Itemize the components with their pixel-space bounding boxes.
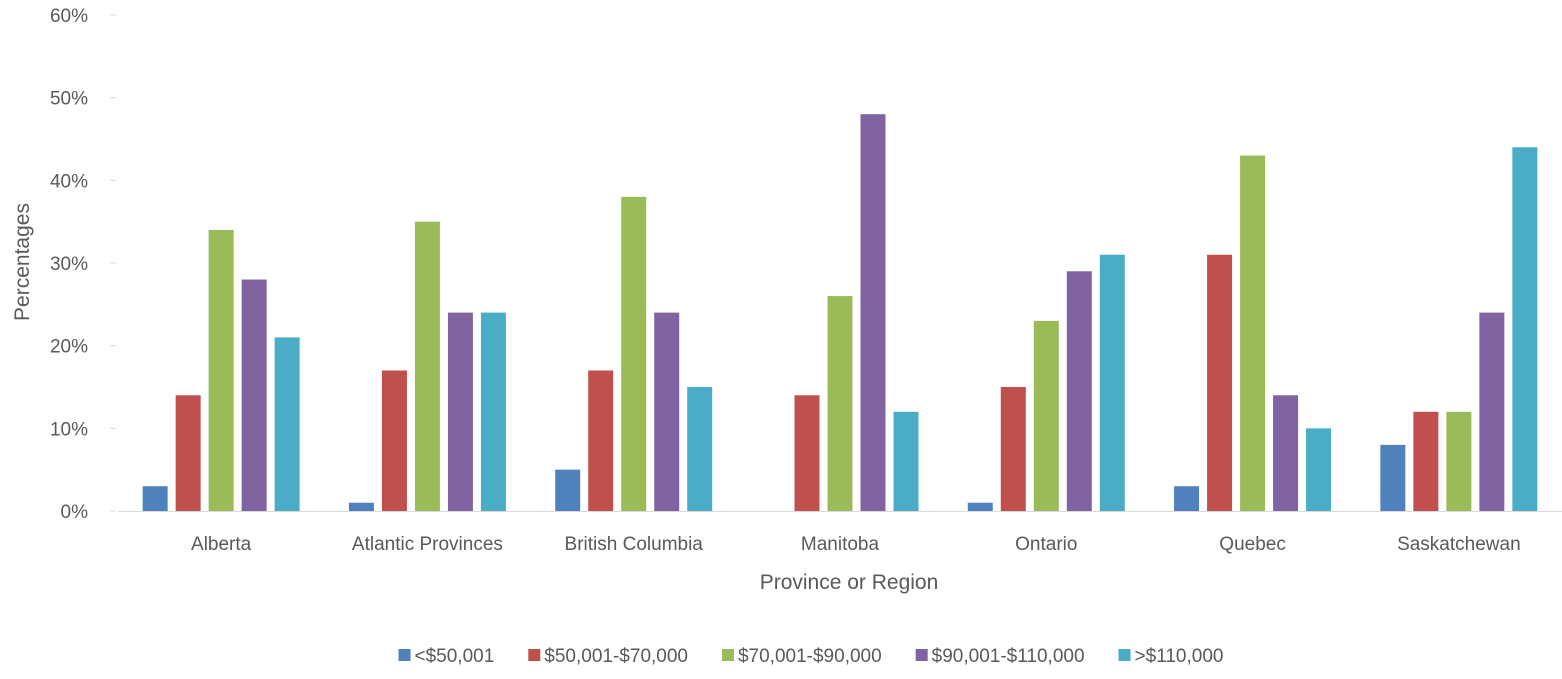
- x-tick-label: Ontario: [1015, 534, 1077, 555]
- y-tick-label: 20%: [50, 337, 88, 358]
- x-tick-label: Manitoba: [801, 534, 880, 555]
- bar: [687, 387, 713, 511]
- bars-group: [142, 114, 1538, 512]
- bar: [175, 395, 201, 511]
- legend-item: $70,001-$90,000: [721, 646, 882, 667]
- bar: [381, 370, 407, 511]
- legend-item: $90,001-$110,000: [915, 646, 1085, 667]
- bar: [1512, 147, 1538, 511]
- bar: [1207, 254, 1233, 511]
- bar: [1174, 486, 1200, 511]
- bar: [1099, 254, 1125, 511]
- bar: [208, 229, 234, 511]
- x-tick-label: Alberta: [191, 534, 252, 555]
- bar: [414, 221, 440, 511]
- bar: [142, 486, 168, 511]
- bar: [794, 395, 820, 511]
- bar: [1479, 312, 1505, 511]
- legend-swatch: [1118, 649, 1131, 661]
- bar: [1066, 271, 1092, 511]
- bar: [555, 469, 581, 511]
- y-tick-label: 10%: [50, 419, 88, 440]
- bar: [1240, 155, 1266, 512]
- y-tick-label: 30%: [50, 254, 88, 275]
- bar: [447, 312, 473, 511]
- legend-label: $50,001-$70,000: [544, 646, 688, 667]
- y-tick-label: 40%: [50, 171, 88, 192]
- bar: [1380, 444, 1406, 511]
- bar: [654, 312, 680, 511]
- bar: [967, 502, 993, 511]
- legend-swatch: [528, 649, 541, 661]
- bar: [1306, 428, 1332, 511]
- bar: [274, 337, 300, 511]
- x-tick-label: British Columbia: [565, 534, 704, 555]
- bar: [1033, 320, 1059, 511]
- bar: [480, 312, 506, 511]
- legend-label: <$50,001: [415, 646, 495, 667]
- bar: [1000, 387, 1026, 511]
- legend-swatch: [398, 649, 411, 661]
- bar: [588, 370, 614, 511]
- x-tick-label: Atlantic Provinces: [352, 534, 503, 555]
- x-axis: Alberta Atlantic Provinces British Columbi…: [118, 511, 1562, 555]
- legend-item: <$50,001: [398, 646, 495, 667]
- bar: [893, 411, 919, 511]
- x-axis-label: Province or Region: [760, 571, 939, 594]
- legend-item: $50,001-$70,000: [528, 646, 688, 667]
- bar: [241, 279, 267, 511]
- x-tick-label: Saskatchewan: [1397, 534, 1521, 555]
- x-tick-label: Quebec: [1219, 534, 1286, 555]
- legend-label: $70,001-$90,000: [738, 646, 882, 667]
- y-axis-label: Percentages: [11, 203, 34, 321]
- bar: [348, 502, 374, 511]
- bar: [860, 114, 886, 511]
- y-axis: 0% 10% 20% 30% 40% 50% 60%: [50, 6, 116, 523]
- y-tick-label: 60%: [50, 6, 88, 27]
- legend-swatch: [915, 649, 928, 661]
- y-tick-label: 50%: [50, 89, 88, 110]
- legend-item: >$110,000: [1118, 646, 1224, 667]
- legend-swatch: [721, 649, 734, 661]
- bar: [1413, 411, 1439, 511]
- y-tick-label: 0%: [61, 502, 89, 523]
- legend-label: >$110,000: [1135, 646, 1224, 667]
- legend-label: $90,001-$110,000: [932, 646, 1085, 667]
- bar: [1446, 411, 1472, 511]
- legend: <$50,001 $50,001-$70,000 $70,001-$90,000 $9…: [398, 646, 1224, 667]
- bar: [621, 196, 647, 511]
- bar: [827, 296, 853, 511]
- bar: [1273, 395, 1299, 511]
